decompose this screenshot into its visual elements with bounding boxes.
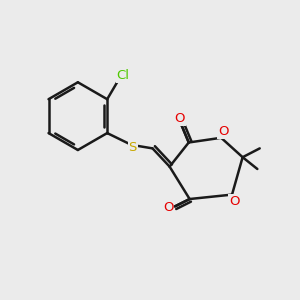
Text: Cl: Cl	[117, 69, 130, 82]
Text: O: O	[175, 112, 185, 125]
Text: O: O	[163, 201, 174, 214]
Text: S: S	[129, 141, 137, 154]
Text: O: O	[218, 125, 229, 138]
Text: O: O	[229, 195, 240, 208]
